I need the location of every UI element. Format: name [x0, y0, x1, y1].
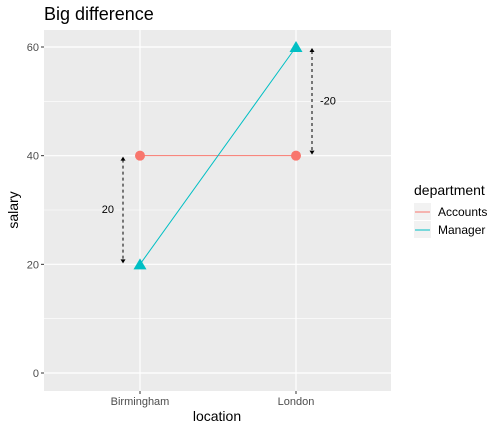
- series-layer: [133, 41, 303, 270]
- x-axis: Birmingham London: [111, 391, 315, 408]
- legend-title: department: [414, 182, 485, 198]
- x-tick-label: London: [278, 396, 315, 408]
- annotation-label: -20: [320, 95, 336, 107]
- legend-label: Manager: [438, 223, 485, 237]
- y-tick-label: 20: [27, 259, 39, 271]
- y-axis: 0 20 40 60: [27, 42, 44, 380]
- y-axis-title: salary: [5, 191, 21, 228]
- plot-panel: [44, 30, 391, 391]
- x-tick-label: Birmingham: [111, 396, 170, 408]
- point-manager: [289, 41, 303, 52]
- series-line-manager: [139, 46, 297, 265]
- legend-label: Accounts: [438, 205, 487, 219]
- point-manager: [133, 258, 147, 270]
- y-tick-label: 60: [27, 42, 39, 54]
- arrow-head: [120, 156, 126, 161]
- annotation-label: 20: [102, 204, 114, 216]
- legend: department Accounts Manager: [414, 182, 487, 238]
- arrow-head: [309, 150, 315, 155]
- grid-minor: [44, 101, 391, 319]
- arrow-head: [120, 259, 126, 264]
- chart-title: Big difference: [44, 4, 154, 24]
- point-accounts: [135, 150, 145, 161]
- x-axis-title: location: [193, 408, 241, 424]
- y-tick-label: 40: [27, 151, 39, 163]
- y-tick-label: 0: [33, 368, 39, 380]
- point-accounts: [291, 150, 301, 161]
- arrow-head: [309, 48, 315, 52]
- annotation-layer: 20 -20: [102, 48, 336, 264]
